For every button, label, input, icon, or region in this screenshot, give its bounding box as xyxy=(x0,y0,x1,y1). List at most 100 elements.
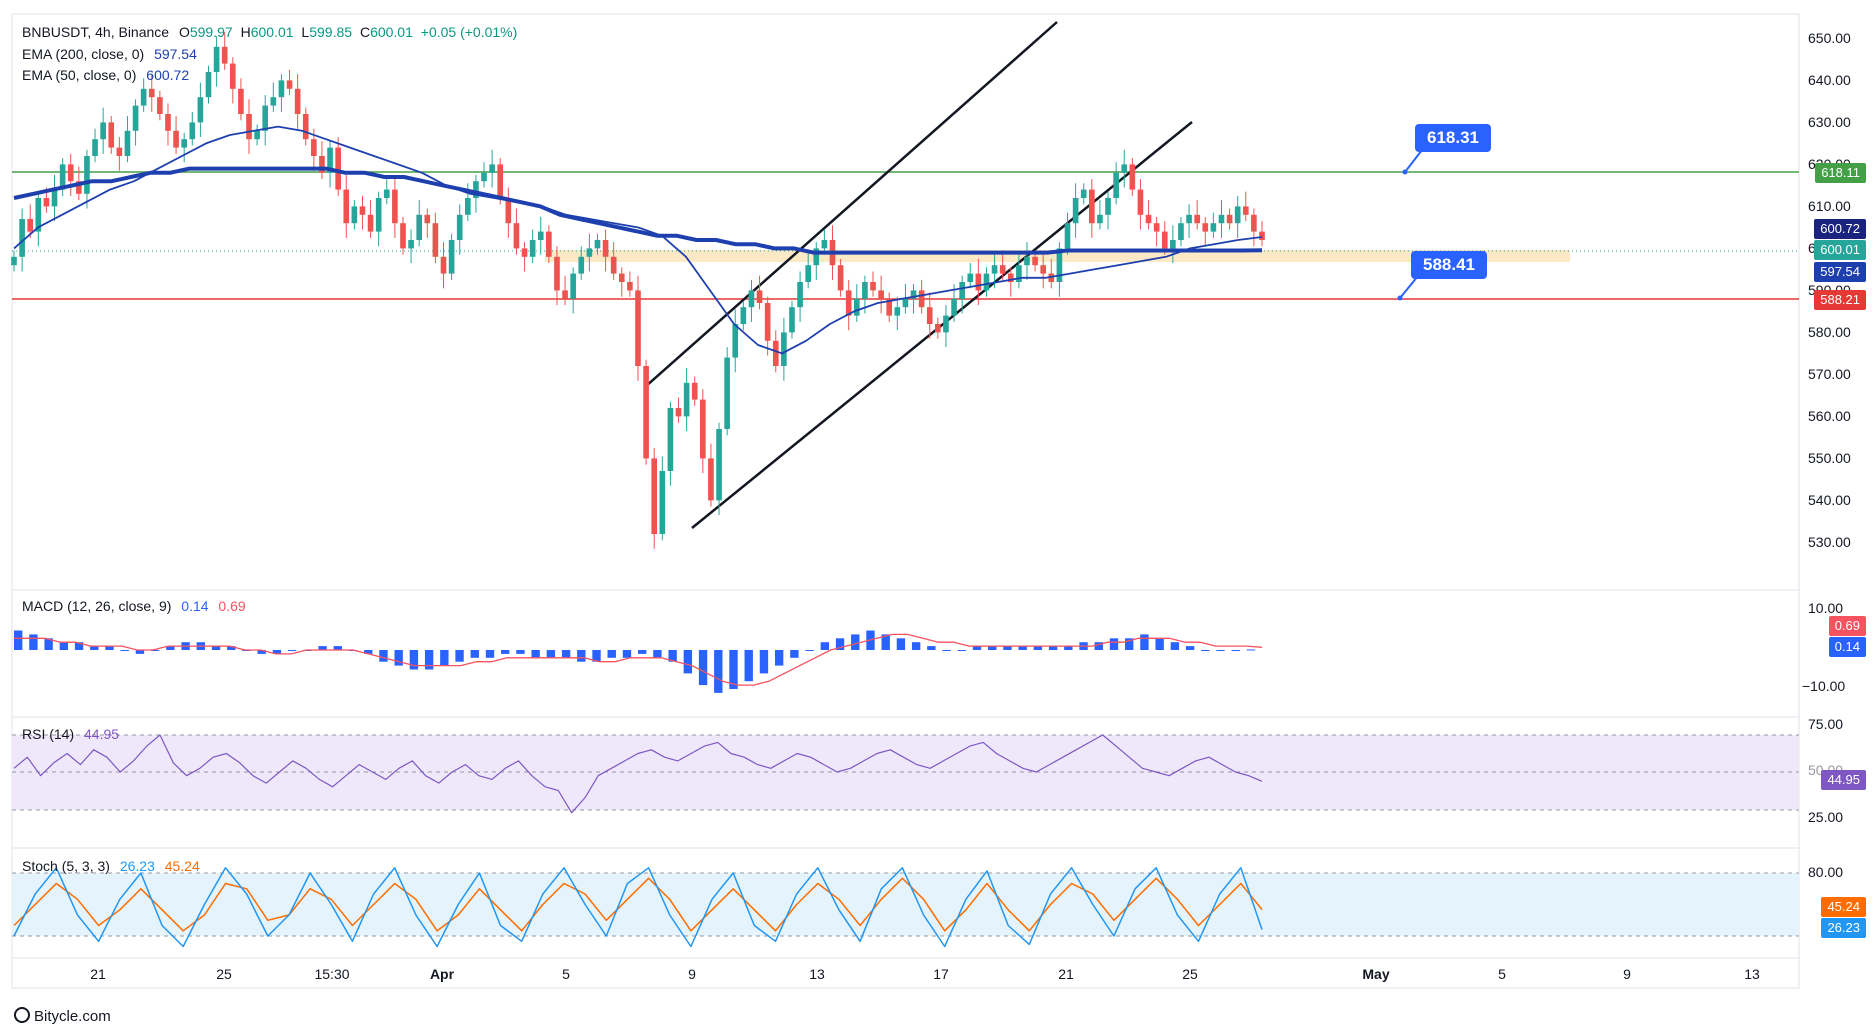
candle-body xyxy=(529,240,536,257)
macd-axis-top: 10.00 xyxy=(1808,600,1844,616)
macd-histogram-bar xyxy=(714,650,723,693)
macd-histogram-bar xyxy=(683,650,693,674)
ema200-legend[interactable]: EMA (200, close, 0) 597.54 xyxy=(22,46,197,62)
candle-body xyxy=(173,130,179,148)
candle-body xyxy=(205,72,212,98)
macd-histogram-bar xyxy=(668,650,677,662)
channel-upper-line[interactable] xyxy=(644,21,1058,388)
candle-body xyxy=(76,181,82,194)
candle-body xyxy=(1007,273,1014,282)
candle-body xyxy=(148,88,155,98)
macd-histogram-bar xyxy=(729,650,738,689)
macd-group xyxy=(14,630,1263,693)
macd-histogram-bar xyxy=(1033,646,1043,650)
candle-body xyxy=(221,46,228,64)
candle-body xyxy=(1016,265,1022,282)
candle-body xyxy=(262,105,269,131)
price-axis-label: 560.00 xyxy=(1808,408,1851,424)
candle-body xyxy=(1105,198,1111,215)
candle-body xyxy=(902,298,909,308)
ema50-legend[interactable]: EMA (50, close, 0) 600.72 xyxy=(22,67,189,83)
stoch-legend[interactable]: Stoch (5, 3, 3) 26.23 45.24 xyxy=(22,858,200,874)
macd-histogram-bar xyxy=(501,650,510,654)
candle-body xyxy=(700,399,706,459)
candle-body xyxy=(1153,223,1160,232)
ema50-price-tag: 600.72 xyxy=(1814,219,1866,239)
macd-histogram-bar xyxy=(1125,638,1134,650)
macd-histogram-bar xyxy=(820,642,830,650)
candle-body xyxy=(505,198,512,224)
candle-body xyxy=(537,231,544,240)
candle-body xyxy=(667,408,674,471)
candle-body xyxy=(59,164,66,190)
candle-body xyxy=(618,273,625,282)
candle-body xyxy=(238,88,244,114)
candle-body xyxy=(1129,164,1136,190)
callout-upper-pointer xyxy=(1404,149,1423,173)
macd-histogram-bar xyxy=(1064,646,1073,650)
rsi-legend[interactable]: RSI (14) 44.95 xyxy=(22,726,119,742)
candle-body xyxy=(772,340,779,366)
channel-lower-line[interactable] xyxy=(691,121,1193,529)
callout-upper-anchor xyxy=(1402,169,1408,175)
candle-body xyxy=(140,88,147,106)
candle-body xyxy=(100,122,106,140)
macd-histogram-bar xyxy=(638,650,647,654)
candle-body xyxy=(853,298,860,316)
rsi-title: RSI (14) xyxy=(22,726,75,742)
brand-logo-icon xyxy=(14,1007,30,1023)
rsi-group xyxy=(13,734,1263,814)
macd-histogram-bar xyxy=(1018,646,1027,650)
macd-histogram-bar xyxy=(14,630,23,650)
candle-body xyxy=(456,214,463,240)
candle-body xyxy=(554,256,560,291)
candle-body xyxy=(708,458,714,501)
time-axis-label: Apr xyxy=(429,966,455,982)
candle-body xyxy=(513,223,520,249)
rsi-axis-25: 25.00 xyxy=(1808,809,1844,825)
time-axis-label: 15:30 xyxy=(314,966,350,982)
macd-histogram-bar xyxy=(790,650,799,658)
macd-legend[interactable]: MACD (12, 26, close, 9) 0.14 0.69 xyxy=(22,598,246,614)
rsi-value: 44.95 xyxy=(84,726,120,742)
macd-histogram-bar xyxy=(698,650,708,686)
candle-body xyxy=(983,273,990,291)
candle-body xyxy=(408,240,414,249)
candle-body xyxy=(375,198,382,232)
candle-body xyxy=(351,206,358,224)
macd-histogram-bar xyxy=(440,650,449,666)
candle-body xyxy=(1202,223,1209,232)
price-axis-label: 570.00 xyxy=(1808,366,1851,382)
macd-histogram-bar xyxy=(607,650,616,658)
price-axis-label: 640.00 xyxy=(1808,72,1851,88)
time-axis-label: 5 xyxy=(1498,966,1506,982)
macd-histogram-bar xyxy=(394,650,403,666)
macd-histogram-bar xyxy=(1094,642,1103,650)
candle-body xyxy=(910,290,917,299)
macd-histogram-bar xyxy=(805,650,814,651)
macd-histogram-bar xyxy=(774,650,784,666)
macd-signal-line xyxy=(14,633,1263,686)
time-axis-label: 17 xyxy=(933,966,949,982)
ema50-line xyxy=(13,125,1263,355)
time-axis-label: 21 xyxy=(1058,966,1074,982)
macd-histogram-bar xyxy=(531,650,540,658)
callout-upper[interactable]: 618.31 xyxy=(1415,124,1491,152)
macd-histogram-bar xyxy=(90,646,99,650)
candle-body xyxy=(473,181,479,198)
price-axis-label: 530.00 xyxy=(1808,534,1851,550)
candle-body xyxy=(1234,206,1241,224)
time-axis-label: May xyxy=(1362,966,1390,982)
candle-body xyxy=(691,382,698,400)
rsi-line xyxy=(13,734,1263,814)
candle-body xyxy=(311,139,317,156)
callout-lower[interactable]: 588.41 xyxy=(1411,251,1487,279)
time-axis-label: 9 xyxy=(1623,966,1631,982)
candle-body xyxy=(335,147,341,190)
macd-histogram-bar xyxy=(105,646,114,650)
macd-histogram-bar xyxy=(759,650,769,674)
macd-histogram-bar xyxy=(516,650,525,654)
macd-histogram-bar xyxy=(211,646,221,650)
candle-body xyxy=(189,122,196,140)
